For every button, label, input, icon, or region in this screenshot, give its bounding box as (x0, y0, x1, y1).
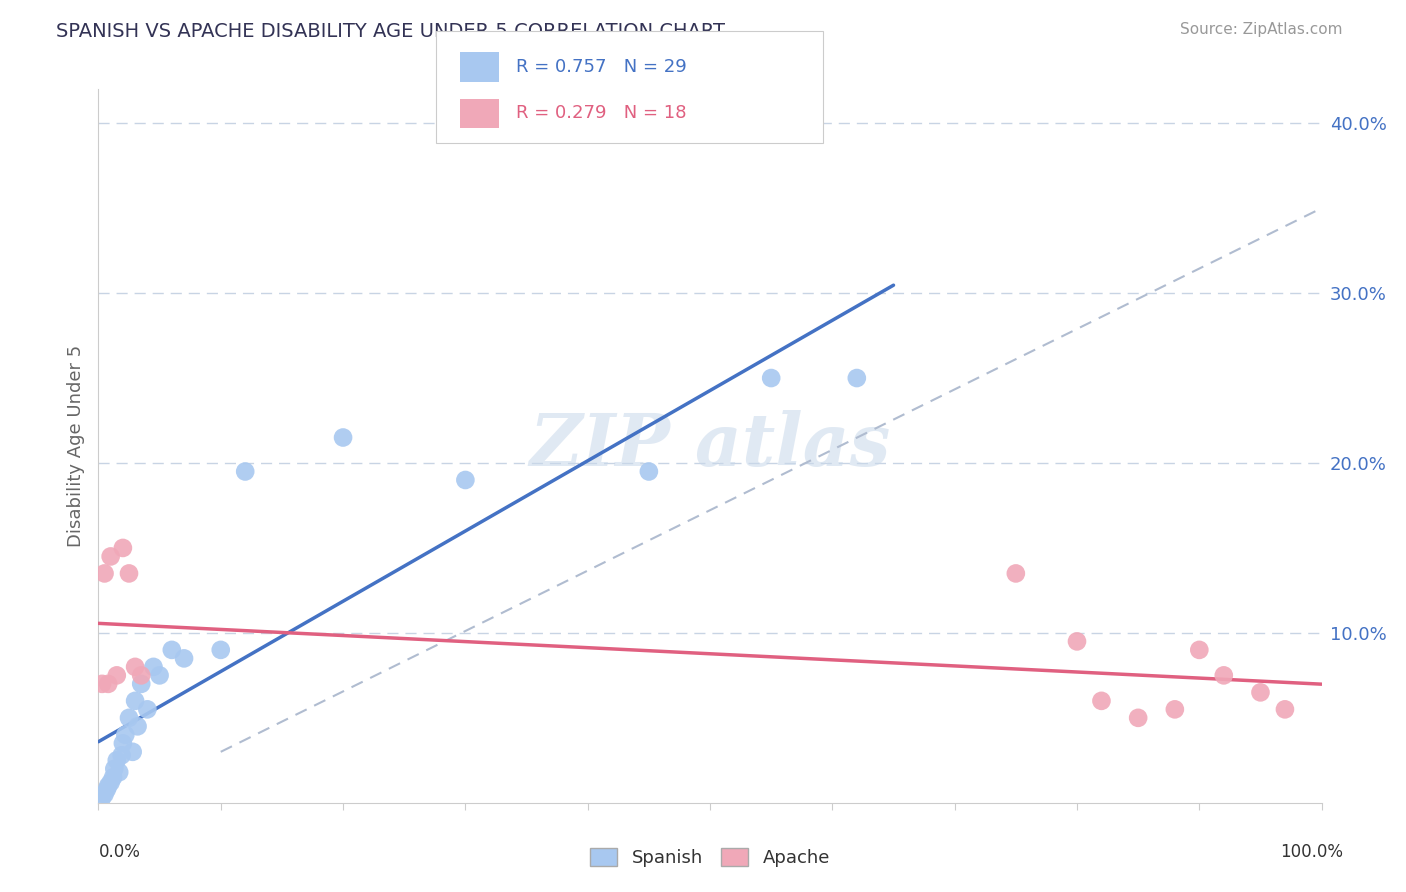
Point (124, 660, 146, 674)
Text: 100.0%: 100.0% (1279, 843, 1343, 861)
Point (136, 702, 159, 716)
Point (209, 643, 232, 657)
Text: R = 0.757   N = 29: R = 0.757 N = 29 (516, 58, 686, 76)
Point (454, 473, 477, 487)
Point (100, 775, 122, 789)
Point (93, 566, 115, 581)
Point (1128, 711, 1150, 725)
Point (114, 728, 136, 742)
Point (111, 541, 134, 555)
Point (118, 566, 141, 581)
Point (129, 677, 152, 691)
Point (160, 643, 183, 657)
Point (845, 371, 868, 385)
Point (1004, 566, 1026, 581)
Point (96, 782, 118, 797)
Legend: Spanish, Apache: Spanish, Apache (583, 840, 837, 874)
Point (173, 651, 195, 665)
Point (105, 753, 128, 767)
Text: SPANISH VS APACHE DISABILITY AGE UNDER 5 CORRELATION CHART: SPANISH VS APACHE DISABILITY AGE UNDER 5… (56, 22, 725, 41)
Point (97, 677, 120, 691)
Point (91, 677, 114, 691)
Point (118, 711, 141, 725)
Point (111, 736, 134, 750)
Point (124, 694, 146, 708)
Point (127, 719, 149, 733)
Point (1250, 685, 1272, 699)
Point (1212, 668, 1234, 682)
Point (761, 371, 783, 385)
Point (332, 430, 354, 444)
Text: Source: ZipAtlas.com: Source: ZipAtlas.com (1180, 22, 1343, 37)
Y-axis label: Disability Age Under 5: Disability Age Under 5 (66, 345, 84, 547)
Text: ZIP atlas: ZIP atlas (530, 410, 890, 482)
Point (121, 745, 143, 759)
Text: 0.0%: 0.0% (98, 843, 141, 861)
Point (129, 668, 152, 682)
Point (101, 770, 124, 784)
Point (142, 660, 165, 674)
Point (93, 787, 115, 801)
Point (1164, 702, 1187, 716)
Point (233, 465, 256, 479)
Point (100, 549, 122, 564)
Point (105, 668, 128, 682)
Point (637, 465, 661, 479)
Text: R = 0.279   N = 18: R = 0.279 N = 18 (516, 104, 686, 122)
Point (97, 779, 120, 793)
Point (108, 765, 131, 780)
Point (111, 748, 134, 763)
Point (1188, 643, 1211, 657)
Point (149, 668, 172, 682)
Point (1066, 634, 1088, 648)
Point (1090, 694, 1112, 708)
Point (1274, 702, 1296, 716)
Point (91, 790, 114, 805)
Point (103, 762, 125, 776)
